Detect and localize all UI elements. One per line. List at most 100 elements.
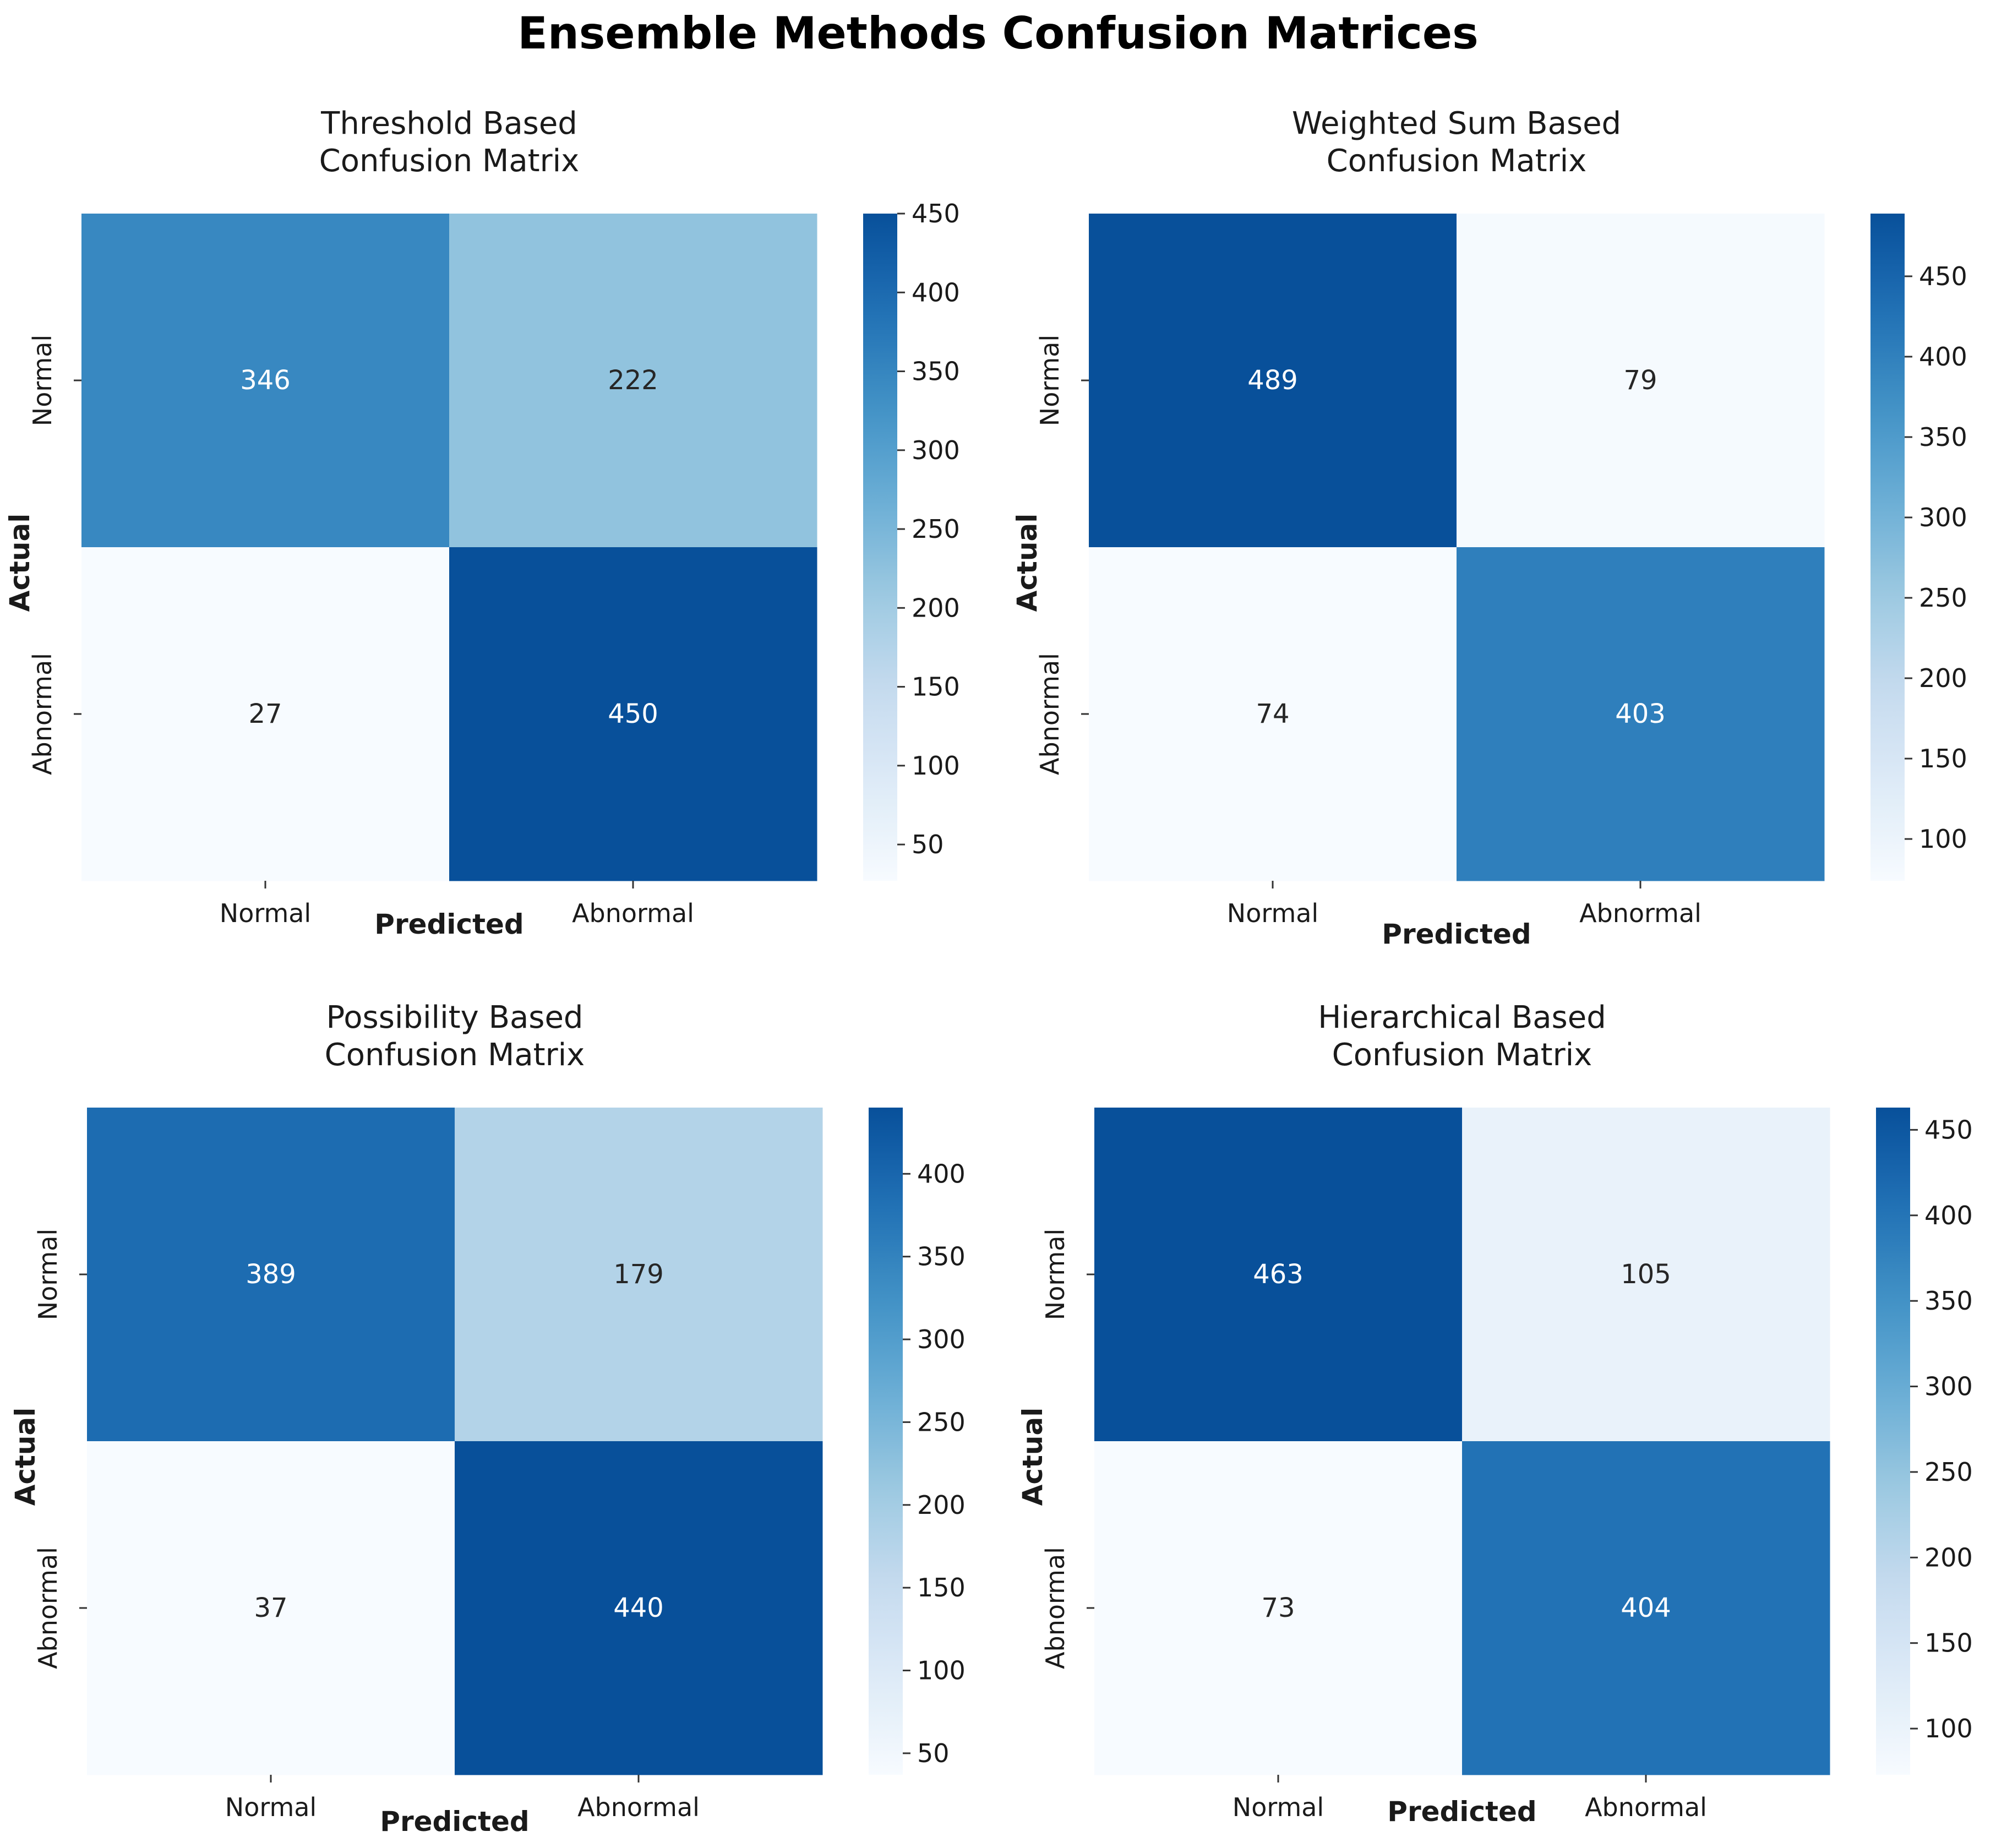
colorbar-tick-label: 350 — [912, 357, 960, 386]
colorbar-tick-label: 300 — [917, 1324, 966, 1354]
colorbar-tick-label: 200 — [1924, 1542, 1973, 1572]
heatmap-cell — [1462, 1108, 1830, 1442]
colorbar-tick-label: 150 — [912, 672, 960, 702]
colorbar-tick-label: 450 — [1924, 1115, 1973, 1144]
heatmap-cell — [1089, 547, 1457, 881]
x-tick-label: Normal — [220, 898, 311, 928]
x-tick-label: Normal — [225, 1792, 317, 1822]
x-tick-label: Normal — [1232, 1792, 1324, 1822]
x-axis-label: Predicted — [374, 908, 523, 940]
cell-value: 179 — [613, 1259, 664, 1290]
heatmap-cell — [1094, 1108, 1463, 1442]
cell-value: 403 — [1615, 699, 1666, 729]
cell-value: 463 — [1253, 1259, 1304, 1290]
colorbar-tick-label: 400 — [1924, 1201, 1973, 1230]
cell-value: 404 — [1621, 1593, 1671, 1623]
colorbar-tick-label: 200 — [912, 593, 960, 623]
y-tick-label: Normal — [1040, 1229, 1070, 1320]
heatmap-cell — [449, 547, 817, 881]
panel-title: Threshold Based Confusion Matrix — [319, 106, 580, 179]
colorbar — [1870, 214, 1905, 881]
x-tick-label: Abnormal — [1579, 898, 1701, 928]
colorbar — [869, 1108, 903, 1775]
heatmap-cell — [1094, 1441, 1463, 1775]
y-tick-label: Abnormal — [1040, 1547, 1070, 1669]
y-axis-label: Actual — [4, 514, 36, 612]
cell-value: 450 — [608, 699, 658, 729]
cell-value: 27 — [248, 699, 282, 729]
colorbar — [1876, 1108, 1910, 1775]
heatmap-cell — [455, 1441, 823, 1775]
cell-value: 37 — [254, 1593, 287, 1623]
colorbar-tick-label: 250 — [912, 514, 960, 544]
colorbar-tick-label: 250 — [1924, 1457, 1973, 1487]
y-axis-label: Actual — [1011, 514, 1043, 612]
panel-title: Possibility Based Confusion Matrix — [325, 1000, 585, 1073]
panel-title: Hierarchical Based Confusion Matrix — [1318, 1000, 1606, 1073]
heatmap-cell — [87, 1441, 455, 1775]
colorbar-tick-label: 350 — [917, 1242, 966, 1272]
heatmap-panel-3: Possibility Based Confusion Matrix 389 179 3… — [9, 1000, 966, 1838]
panel-title: Weighted Sum Based Confusion Matrix — [1292, 106, 1621, 179]
colorbar-tick-label: 250 — [917, 1407, 966, 1437]
colorbar-tick-label: 100 — [917, 1656, 966, 1686]
colorbar-tick-label: 50 — [917, 1738, 950, 1768]
y-tick-label: Normal — [33, 1229, 63, 1320]
y-axis-label: Actual — [9, 1408, 41, 1506]
y-tick-label: Normal — [28, 335, 57, 426]
heatmap-panel-2: Weighted Sum Based Confusion Matrix 489 79 7… — [1011, 106, 1967, 950]
x-axis-label: Predicted — [380, 1806, 529, 1838]
colorbar-tick-label: 450 — [1919, 261, 1967, 291]
cell-value: 489 — [1247, 365, 1298, 396]
x-axis-label: Predicted — [1382, 918, 1531, 950]
cell-value: 74 — [1256, 699, 1289, 729]
colorbar-tick-label: 400 — [912, 277, 960, 307]
colorbar-tick-label: 400 — [917, 1159, 966, 1189]
colorbar-tick-label: 350 — [1924, 1286, 1973, 1316]
y-axis-label: Actual — [1017, 1408, 1049, 1506]
colorbar-tick-label: 300 — [1919, 503, 1967, 532]
colorbar-tick-label: 200 — [1919, 663, 1967, 693]
colorbar-tick-label: 50 — [912, 830, 944, 859]
colorbar-tick-label: 250 — [1919, 583, 1967, 613]
cell-value: 79 — [1623, 365, 1657, 396]
heatmap-cell — [1089, 214, 1457, 548]
y-tick-label: Abnormal — [33, 1547, 63, 1669]
colorbar — [863, 214, 897, 881]
x-tick-label: Normal — [1227, 898, 1318, 928]
cell-value: 389 — [246, 1259, 296, 1290]
x-tick-label: Abnormal — [1585, 1792, 1707, 1822]
cell-value: 73 — [1261, 1593, 1295, 1623]
heatmap-cell — [87, 1108, 455, 1442]
y-tick-label: Abnormal — [1035, 653, 1065, 775]
cell-value: 346 — [240, 365, 291, 396]
colorbar-tick-label: 150 — [1924, 1628, 1973, 1658]
cell-value: 222 — [608, 365, 658, 396]
colorbar-tick-label: 150 — [1919, 744, 1967, 773]
y-tick-label: Normal — [1035, 335, 1065, 426]
heatmap-cell — [81, 214, 450, 548]
colorbar-tick-label: 200 — [917, 1490, 966, 1520]
colorbar-tick-label: 450 — [912, 199, 960, 228]
heatmap-panel-4: Hierarchical Based Confusion Matrix 463 105… — [1017, 1000, 1973, 1828]
heatmap-cell — [1462, 1441, 1830, 1775]
x-axis-label: Predicted — [1387, 1796, 1536, 1828]
cell-value: 105 — [1621, 1259, 1671, 1290]
heatmap-cell — [1457, 214, 1825, 548]
colorbar-tick-label: 100 — [1919, 824, 1967, 854]
x-tick-label: Abnormal — [572, 898, 694, 928]
colorbar-tick-label: 100 — [912, 751, 960, 781]
y-tick-label: Abnormal — [28, 653, 57, 775]
colorbar-tick-label: 400 — [1919, 342, 1967, 372]
colorbar-tick-label: 300 — [1924, 1372, 1973, 1402]
colorbar-tick-label: 350 — [1919, 422, 1967, 452]
cell-value: 440 — [613, 1593, 664, 1623]
colorbar-tick-label: 100 — [1924, 1714, 1973, 1743]
x-tick-label: Abnormal — [577, 1792, 700, 1822]
heatmap-cell — [455, 1108, 823, 1442]
colorbar-tick-label: 150 — [917, 1573, 966, 1602]
heatmap-cell — [449, 214, 817, 548]
colorbar-tick-label: 300 — [912, 435, 960, 465]
